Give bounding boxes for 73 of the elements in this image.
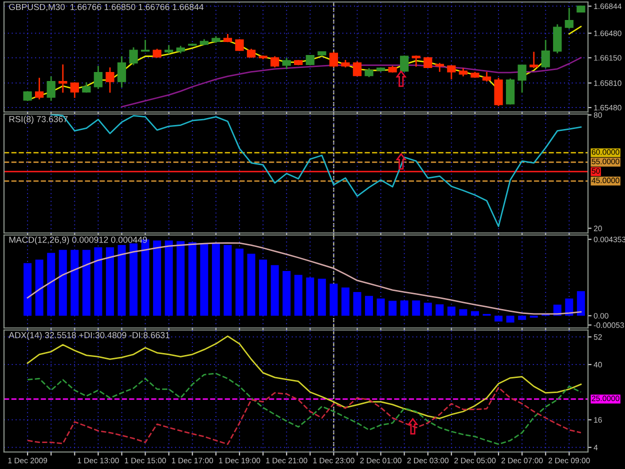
bar <box>576 291 585 316</box>
bar <box>176 241 185 316</box>
bar <box>282 270 291 316</box>
bar <box>330 284 338 316</box>
candlestick <box>553 24 562 54</box>
bar <box>118 245 126 316</box>
candlestick <box>424 56 432 68</box>
bar <box>94 247 102 316</box>
bar <box>270 265 279 316</box>
candlestick <box>482 71 492 82</box>
bar <box>341 287 350 316</box>
bar <box>106 247 114 316</box>
bar <box>130 243 138 316</box>
chart-title: ADX(14) 32.5518 +DI:30.4809 -DI:8.6631 <box>8 332 170 340</box>
bar <box>58 250 67 316</box>
candlestick <box>506 78 515 106</box>
bar <box>436 304 444 316</box>
bar <box>565 298 574 316</box>
candlestick <box>94 65 103 90</box>
candlestick <box>270 56 280 68</box>
bar <box>364 296 374 316</box>
bar <box>306 277 314 316</box>
candlestick <box>352 60 362 78</box>
bar <box>200 243 208 316</box>
candlestick <box>117 56 126 88</box>
bar <box>153 240 162 316</box>
candlestick <box>23 90 32 102</box>
bar <box>412 300 420 316</box>
bar <box>506 316 514 323</box>
bar <box>318 278 326 316</box>
line-series <box>26 386 582 445</box>
bar <box>518 316 526 320</box>
candlestick <box>129 46 138 66</box>
candlestick <box>447 64 456 80</box>
candlestick <box>58 64 68 94</box>
candlestick <box>35 77 44 100</box>
bar <box>235 248 244 316</box>
candlestick <box>541 39 550 69</box>
line-series <box>121 57 582 108</box>
bar <box>82 250 90 316</box>
chart-title: MACD(12,26,9) 0.000912 0.000449 <box>9 236 147 245</box>
candlestick <box>530 51 538 69</box>
bar <box>459 309 468 316</box>
candlestick <box>70 82 79 99</box>
candlestick <box>564 7 574 30</box>
bar <box>188 242 196 316</box>
bar <box>259 260 268 316</box>
candlestick <box>400 54 409 73</box>
bar <box>376 298 385 316</box>
bar <box>388 300 397 316</box>
bar <box>447 306 456 316</box>
bar <box>400 300 408 316</box>
candlestick <box>282 57 291 70</box>
candlestick <box>329 51 338 68</box>
line-series <box>26 372 582 445</box>
bar <box>294 274 302 316</box>
bar <box>164 240 173 316</box>
bar <box>70 250 79 316</box>
candlestick <box>518 64 526 94</box>
bar <box>47 252 56 316</box>
bar <box>470 311 479 316</box>
bar <box>35 260 44 316</box>
bar <box>224 245 232 316</box>
candlestick <box>106 66 114 94</box>
bar <box>353 292 362 316</box>
bar <box>494 316 503 322</box>
bar <box>247 254 256 316</box>
candlestick <box>412 54 420 68</box>
chart-title: GBPUSD,M30 1.66766 1.66850 1.66766 1.66844 <box>9 4 204 12</box>
bar <box>212 243 220 316</box>
bar <box>424 302 432 316</box>
bar <box>24 263 32 316</box>
candlestick <box>46 76 56 102</box>
